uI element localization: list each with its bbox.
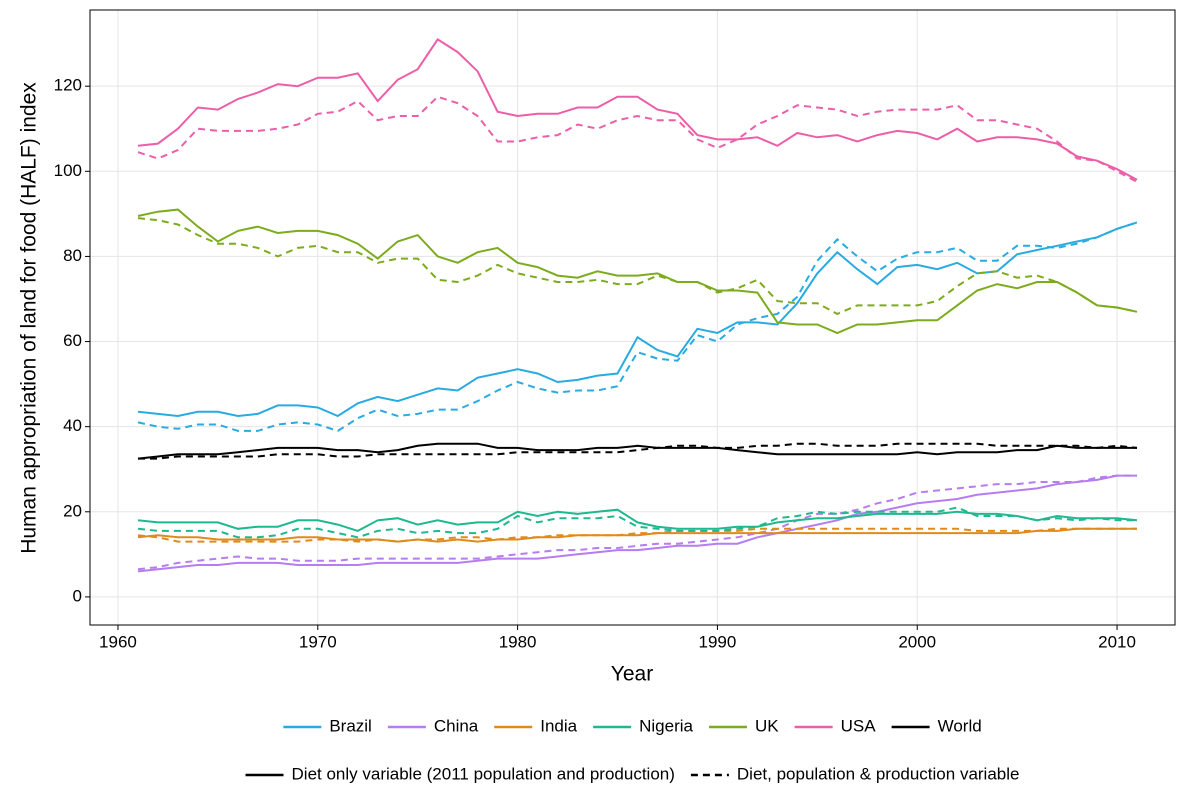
series-line: [138, 442, 1138, 460]
legend-label: UK: [755, 716, 779, 735]
y-tick-label: 100: [54, 161, 82, 180]
legend-label: Diet, population & production variable: [737, 764, 1020, 783]
series-line: [137, 527, 1137, 543]
y-tick-label: 40: [63, 416, 82, 435]
series-line: [137, 506, 1137, 539]
series-line: [137, 527, 1137, 543]
series-line: [137, 474, 1137, 571]
plot-border: [89, 9, 1176, 626]
legend-label: Diet only variable (2011 population and …: [292, 764, 675, 783]
y-tick-label: 0: [73, 586, 82, 605]
x-tick-label: 1990: [699, 632, 737, 651]
legend-label: Brazil: [329, 716, 372, 735]
series-line: [137, 217, 1138, 316]
y-tick-label: 120: [54, 76, 82, 95]
x-tick-label: 1960: [99, 632, 137, 651]
x-axis-title: Year: [611, 663, 653, 686]
series-line: [137, 208, 1138, 335]
legend: Brazil China India Nigeria UK USA World: [283, 716, 982, 735]
y-tick-label: 20: [63, 501, 82, 520]
legend-label: World: [938, 716, 982, 735]
legend: Diet only variable (2011 population and …: [245, 764, 1020, 783]
x-tick-label: 1970: [299, 632, 337, 651]
y-tick-label: 80: [63, 246, 82, 265]
series-line: [137, 221, 1138, 432]
legend-label: China: [434, 716, 479, 735]
x-tick-label: 2010: [1098, 632, 1136, 651]
legend-label: Nigeria: [639, 716, 693, 735]
legend-label: USA: [841, 716, 877, 735]
series-line: [137, 442, 1137, 460]
y-tick-label: 60: [63, 331, 82, 350]
series-line: [137, 95, 1138, 183]
x-tick-label: 1980: [499, 632, 537, 651]
legend-label: India: [540, 716, 577, 735]
series-line: [137, 474, 1137, 573]
series-line: [137, 221, 1138, 418]
series-line: [137, 508, 1138, 532]
y-axis-title: Human appropriation of land for food (HA…: [18, 82, 41, 554]
x-tick-label: 2000: [898, 632, 936, 651]
series-line: [137, 38, 1138, 181]
